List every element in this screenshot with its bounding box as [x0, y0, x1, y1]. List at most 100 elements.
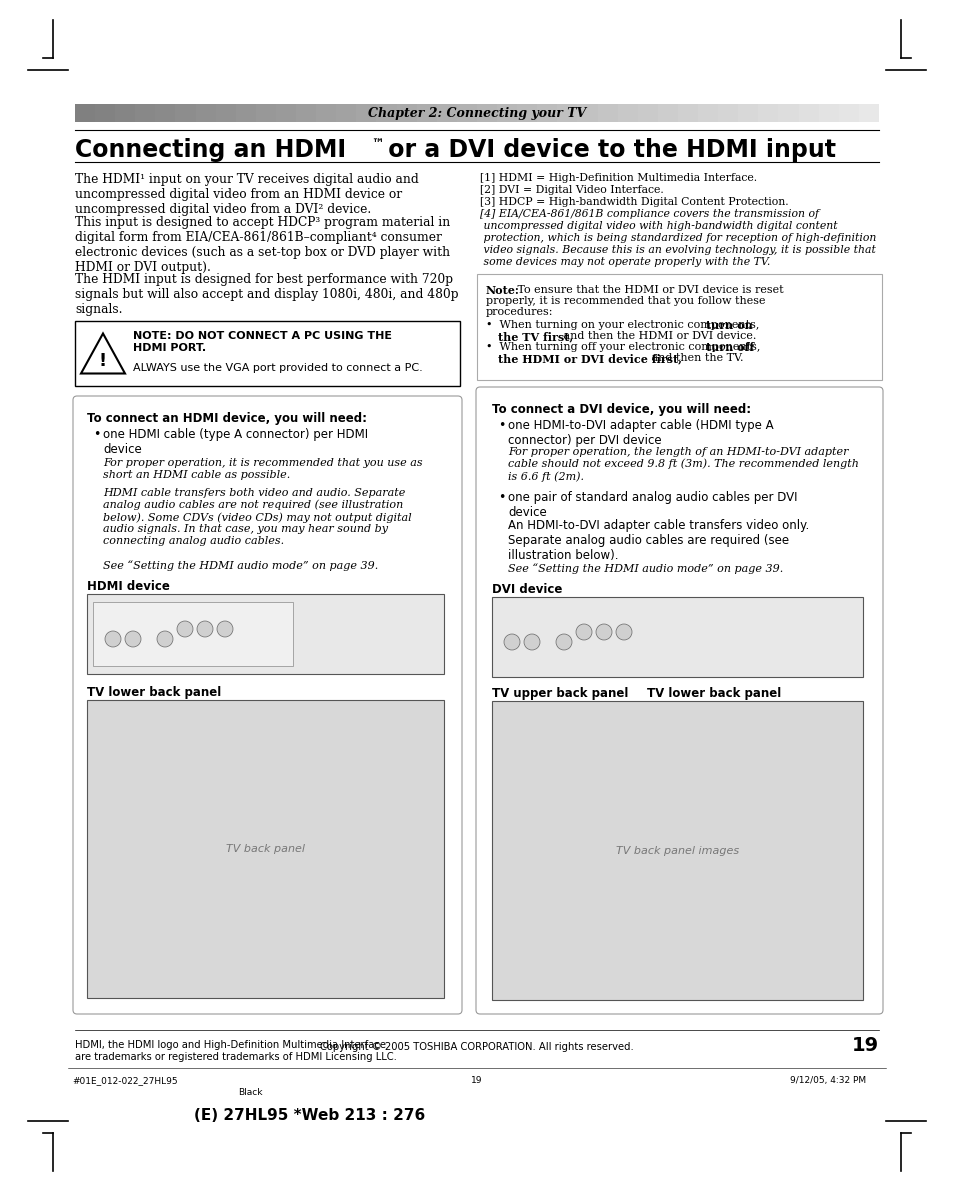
Bar	[738, 104, 758, 121]
Bar	[255, 104, 275, 121]
Text: HDMI device: HDMI device	[87, 580, 170, 593]
Text: 19: 19	[471, 1075, 482, 1085]
Text: protection, which is being standardized for reception of high-definition: protection, which is being standardized …	[479, 233, 876, 243]
Circle shape	[503, 634, 519, 650]
Text: the TV first,: the TV first,	[497, 331, 573, 342]
Text: the HDMI or DVI device first,: the HDMI or DVI device first,	[497, 353, 681, 364]
Bar	[376, 104, 396, 121]
Text: procedures:: procedures:	[485, 307, 553, 317]
Bar	[638, 104, 658, 121]
Bar	[87, 700, 443, 998]
Text: one HDMI cable (type A connector) per HDMI
device: one HDMI cable (type A connector) per HD…	[103, 428, 368, 456]
Circle shape	[157, 631, 172, 647]
Circle shape	[216, 621, 233, 637]
Text: and then the TV.: and then the TV.	[647, 353, 742, 363]
FancyBboxPatch shape	[476, 274, 882, 380]
Text: Chapter 2: Connecting your TV: Chapter 2: Connecting your TV	[368, 106, 585, 119]
Bar	[75, 104, 95, 121]
Bar	[718, 104, 738, 121]
Text: TV back panel: TV back panel	[226, 844, 305, 854]
Bar	[497, 104, 517, 121]
Bar	[155, 104, 175, 121]
Text: are trademarks or registered trademarks of HDMI Licensing LLC.: are trademarks or registered trademarks …	[75, 1052, 396, 1062]
Bar	[537, 104, 557, 121]
Text: NOTE: DO NOT CONNECT A PC USING THE
HDMI PORT.: NOTE: DO NOT CONNECT A PC USING THE HDMI…	[132, 331, 392, 353]
Text: [3] HDCP = High-bandwidth Digital Content Protection.: [3] HDCP = High-bandwidth Digital Conten…	[479, 197, 788, 207]
Text: video signals. Because this is an evolving technology, it is possible that: video signals. Because this is an evolvi…	[479, 245, 875, 255]
Bar	[818, 104, 838, 121]
Text: Black: Black	[237, 1089, 262, 1097]
Bar	[758, 104, 778, 121]
Bar	[235, 104, 255, 121]
Text: Connecting an HDMI: Connecting an HDMI	[75, 138, 346, 162]
Bar	[175, 104, 195, 121]
Bar	[275, 104, 295, 121]
Text: [4] EIA/CEA-861/861B compliance covers the transmission of: [4] EIA/CEA-861/861B compliance covers t…	[479, 208, 818, 219]
Text: •  When turning on your electronic components,: • When turning on your electronic compon…	[485, 320, 762, 330]
Text: TV lower back panel: TV lower back panel	[646, 687, 781, 700]
Bar	[492, 701, 862, 1000]
Bar	[798, 104, 818, 121]
Bar	[838, 104, 858, 121]
Text: Note:: Note:	[485, 285, 519, 297]
Circle shape	[616, 624, 631, 640]
Circle shape	[523, 634, 539, 650]
Bar	[396, 104, 416, 121]
Polygon shape	[81, 333, 125, 374]
Circle shape	[125, 631, 141, 647]
Text: ALWAYS use the VGA port provided to connect a PC.: ALWAYS use the VGA port provided to conn…	[132, 363, 422, 373]
Text: some devices may not operate properly with the TV.: some devices may not operate properly wi…	[479, 257, 770, 267]
Text: one HDMI-to-DVI adapter cable (HDMI type A
connector) per DVI device: one HDMI-to-DVI adapter cable (HDMI type…	[507, 419, 773, 447]
Circle shape	[576, 624, 592, 640]
Bar	[436, 104, 456, 121]
Text: [1] HDMI = High-Definition Multimedia Interface.: [1] HDMI = High-Definition Multimedia In…	[479, 173, 757, 183]
Bar	[617, 104, 638, 121]
Text: TV back panel images: TV back panel images	[616, 846, 739, 855]
Bar	[557, 104, 577, 121]
Bar	[135, 104, 155, 121]
Bar	[115, 104, 135, 121]
Bar	[597, 104, 617, 121]
Text: HDMI, the HDMI logo and High-Definition Multimedia Interface: HDMI, the HDMI logo and High-Definition …	[75, 1040, 386, 1050]
Text: turn on: turn on	[705, 320, 752, 331]
Circle shape	[177, 621, 193, 637]
Text: •: •	[92, 428, 100, 441]
Text: An HDMI-to-DVI adapter cable transfers video only.
Separate analog audio cables : An HDMI-to-DVI adapter cable transfers v…	[507, 519, 808, 562]
Text: uncompressed digital video with high-bandwidth digital content: uncompressed digital video with high-ban…	[479, 222, 837, 231]
Text: [2] DVI = Digital Video Interface.: [2] DVI = Digital Video Interface.	[479, 185, 663, 195]
Bar	[678, 104, 698, 121]
Text: 9/12/05, 4:32 PM: 9/12/05, 4:32 PM	[789, 1075, 865, 1085]
Bar	[92, 601, 293, 666]
Text: !: !	[99, 351, 107, 369]
Text: •: •	[497, 491, 505, 504]
Text: For proper operation, the length of an HDMI-to-DVI adapter
cable should not exce: For proper operation, the length of an H…	[507, 447, 858, 481]
Text: (E) 27HL95 *Web 213 : 276: (E) 27HL95 *Web 213 : 276	[194, 1108, 425, 1123]
Bar	[356, 104, 376, 121]
Text: The HDMI¹ input on your TV receives digital audio and
uncompressed digital video: The HDMI¹ input on your TV receives digi…	[75, 173, 418, 216]
Circle shape	[596, 624, 612, 640]
Text: The HDMI input is designed for best performance with 720p
signals but will also : The HDMI input is designed for best perf…	[75, 273, 458, 316]
Circle shape	[556, 634, 572, 650]
Bar	[87, 594, 443, 674]
Bar	[295, 104, 315, 121]
Text: #01E_012-022_27HL95: #01E_012-022_27HL95	[71, 1075, 177, 1085]
Bar	[778, 104, 798, 121]
Bar	[215, 104, 235, 121]
Bar	[658, 104, 678, 121]
Text: To ensure that the HDMI or DVI device is reset: To ensure that the HDMI or DVI device is…	[514, 285, 782, 295]
Text: or a DVI device to the HDMI input: or a DVI device to the HDMI input	[379, 138, 835, 162]
Text: See “Setting the HDMI audio mode” on page 39.: See “Setting the HDMI audio mode” on pag…	[507, 563, 782, 574]
Bar	[476, 104, 497, 121]
Text: TV lower back panel: TV lower back panel	[87, 686, 221, 699]
Bar	[195, 104, 215, 121]
Bar	[492, 597, 862, 676]
Text: DVI device: DVI device	[492, 584, 561, 596]
Text: This input is designed to accept HDCP³ program material in
digital form from EIA: This input is designed to accept HDCP³ p…	[75, 216, 450, 274]
Circle shape	[196, 621, 213, 637]
Text: 19: 19	[851, 1036, 878, 1055]
Bar	[577, 104, 597, 121]
Bar	[336, 104, 356, 121]
Bar	[456, 104, 476, 121]
Bar	[698, 104, 718, 121]
Text: •: •	[497, 419, 505, 432]
